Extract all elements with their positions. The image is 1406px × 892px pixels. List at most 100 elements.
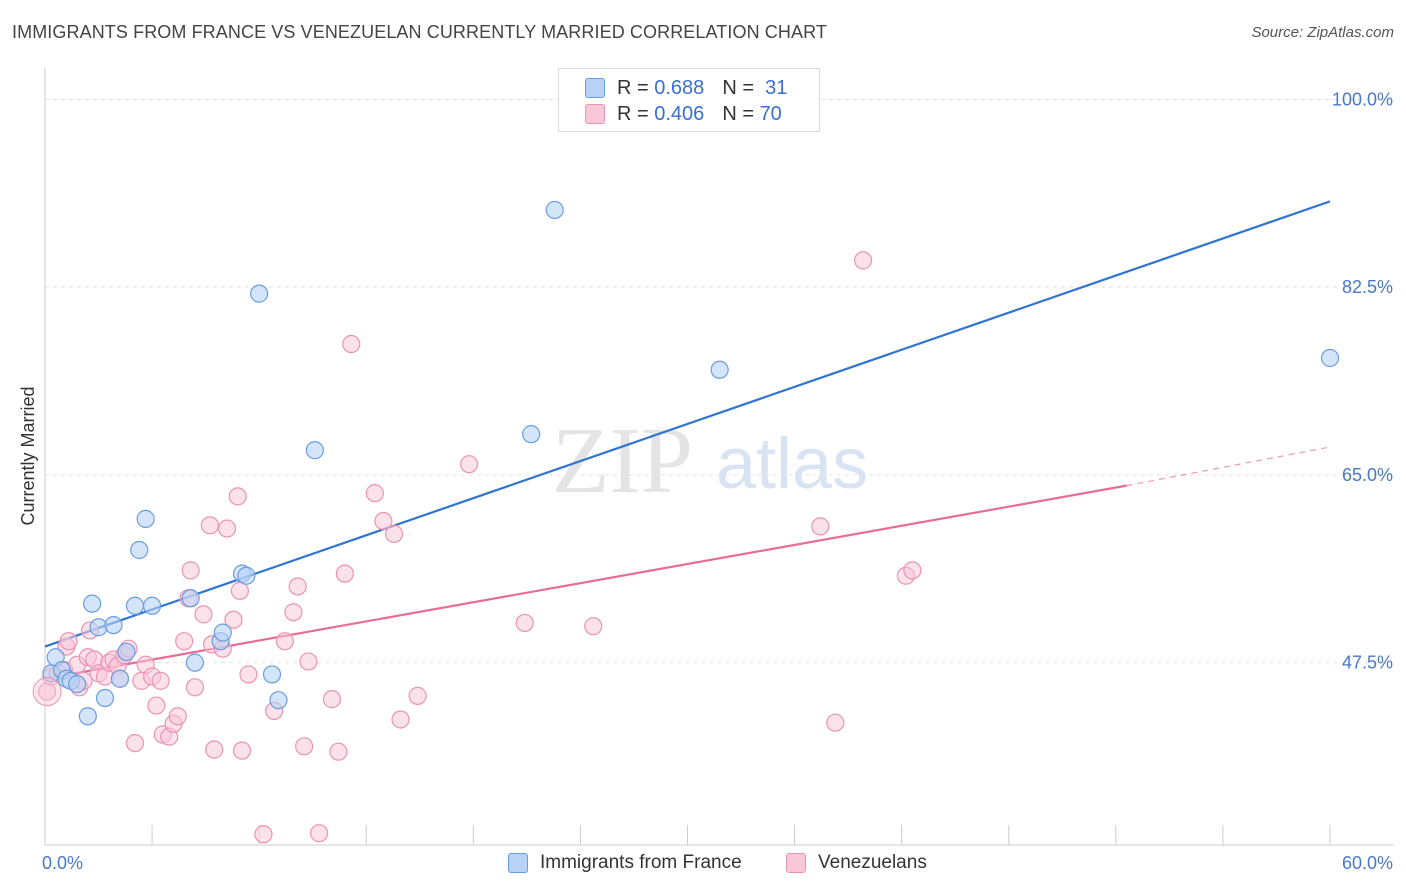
legend-swatch-france	[585, 78, 605, 98]
venezuelans-point	[217, 519, 237, 538]
watermark-zip: ZIP	[552, 409, 693, 513]
venezuelans-point	[295, 737, 314, 756]
france-point	[78, 707, 97, 726]
axes	[44, 68, 1394, 846]
france-point	[1320, 348, 1340, 368]
venezuelans-point	[125, 733, 145, 753]
venezuelans-point	[239, 665, 258, 684]
france-point	[89, 618, 108, 637]
venezuelans-point	[181, 561, 200, 580]
legend-france-r-label: R =	[617, 76, 649, 99]
france-point	[136, 509, 155, 528]
france-trendline	[44, 200, 1331, 648]
correlation-legend: R = 0.688 N = 31 R = 0.406 N = 70	[558, 68, 820, 132]
france-point	[522, 425, 541, 444]
legend-venez-r-value: 0.406	[654, 102, 705, 125]
france-point	[545, 200, 564, 220]
venezuelans-point	[200, 516, 220, 535]
watermark: ZIP atlas	[552, 409, 868, 513]
x-tick-label-min: 0.0%	[42, 853, 83, 873]
y-tick-label: 65.0%	[1342, 465, 1393, 485]
venezuelans-cluster-point	[32, 677, 62, 707]
gridlines	[45, 98, 1392, 664]
venezuelans-point	[254, 825, 273, 844]
venezuelans-point	[151, 671, 170, 690]
france-point	[237, 566, 256, 585]
venezuelans-point	[205, 740, 224, 759]
venezuelans-point	[232, 741, 252, 760]
france-point	[185, 653, 205, 672]
venezuelans-point	[384, 524, 404, 544]
venezuelans-trendline-extension	[1126, 446, 1331, 487]
chart-title: IMMIGRANTS FROM FRANCE VS VENEZUELAN CUR…	[12, 22, 827, 42]
series-legend-swatch-france	[508, 853, 528, 873]
venezuelans-point	[811, 517, 830, 536]
series-legend: Immigrants from France Venezuelans	[0, 852, 1406, 878]
france-point	[95, 688, 115, 708]
venezuelans-point	[459, 455, 479, 474]
data-points	[32, 200, 1340, 844]
venezuelans-point	[299, 652, 318, 671]
venezuelans-point	[408, 686, 427, 705]
venezuelans-point	[903, 561, 922, 580]
series-legend-france: Immigrants from France	[508, 852, 742, 874]
venezuelans-point	[59, 632, 78, 651]
venezuelans-point	[826, 713, 845, 732]
venezuelans-point	[342, 334, 361, 354]
legend-swatch-venezuelans	[585, 104, 605, 124]
venezuelans-point	[288, 577, 307, 596]
france-point	[250, 284, 269, 303]
france-point	[104, 615, 123, 635]
france-point	[117, 642, 136, 662]
y-tick-label: 100.0%	[1332, 89, 1393, 109]
venezuelans-point	[147, 696, 166, 715]
legend-france-r-value: 0.688	[654, 76, 705, 99]
france-point	[262, 665, 282, 684]
france-point	[130, 540, 149, 560]
venezuelans-point	[391, 710, 410, 729]
x-tick-label-max: 60.0%	[1342, 853, 1393, 873]
venezuelans-point	[374, 511, 393, 531]
france-point	[181, 589, 200, 608]
france-point	[142, 596, 162, 615]
legend-row-venezuelans: R = 0.406 N = 70	[585, 101, 782, 127]
venezuelans-point	[228, 487, 247, 506]
watermark-atlas: atlas	[716, 424, 868, 504]
france-point	[125, 596, 145, 615]
series-legend-swatch-venezuelans	[786, 853, 806, 873]
venezuelans-point	[322, 690, 342, 709]
series-legend-label-france: Immigrants from France	[540, 852, 742, 873]
y-tick-label: 47.5%	[1342, 653, 1393, 673]
legend-row-france: R = 0.688 N = 31	[585, 75, 787, 101]
venezuelans-point	[194, 605, 213, 624]
france-point	[110, 669, 130, 688]
venezuelans-point	[284, 603, 303, 622]
france-point	[305, 441, 324, 460]
venezuelans-point	[584, 617, 603, 636]
venezuelans-point	[275, 632, 294, 651]
france-point	[213, 623, 232, 642]
venezuelans-point	[310, 824, 329, 843]
france-point	[68, 674, 87, 694]
france-point	[83, 594, 102, 613]
chart-source: Source: ZipAtlas.com	[1251, 24, 1394, 41]
venezuelans-point	[175, 632, 194, 651]
legend-venez-r-label: R =	[617, 102, 649, 125]
legend-venez-n-value: 70	[759, 102, 782, 125]
y-axis-label: Currently Married	[18, 386, 38, 525]
legend-france-n-value: 31	[765, 76, 788, 99]
venezuelans-point	[515, 613, 534, 633]
venezuelans-point	[185, 678, 205, 697]
venezuelans-point	[224, 610, 243, 629]
france-point	[710, 360, 729, 379]
venezuelans-point	[329, 742, 348, 761]
y-tick-label: 82.5%	[1342, 277, 1393, 297]
series-legend-venezuelans: Venezuelans	[786, 852, 927, 874]
france-point	[269, 691, 288, 710]
legend-venez-n-label: N =	[722, 102, 754, 125]
venezuelans-point	[854, 251, 873, 270]
venezuelans-point	[365, 484, 384, 503]
legend-france-n-label: N =	[722, 76, 754, 99]
venezuelans-point	[335, 564, 354, 583]
